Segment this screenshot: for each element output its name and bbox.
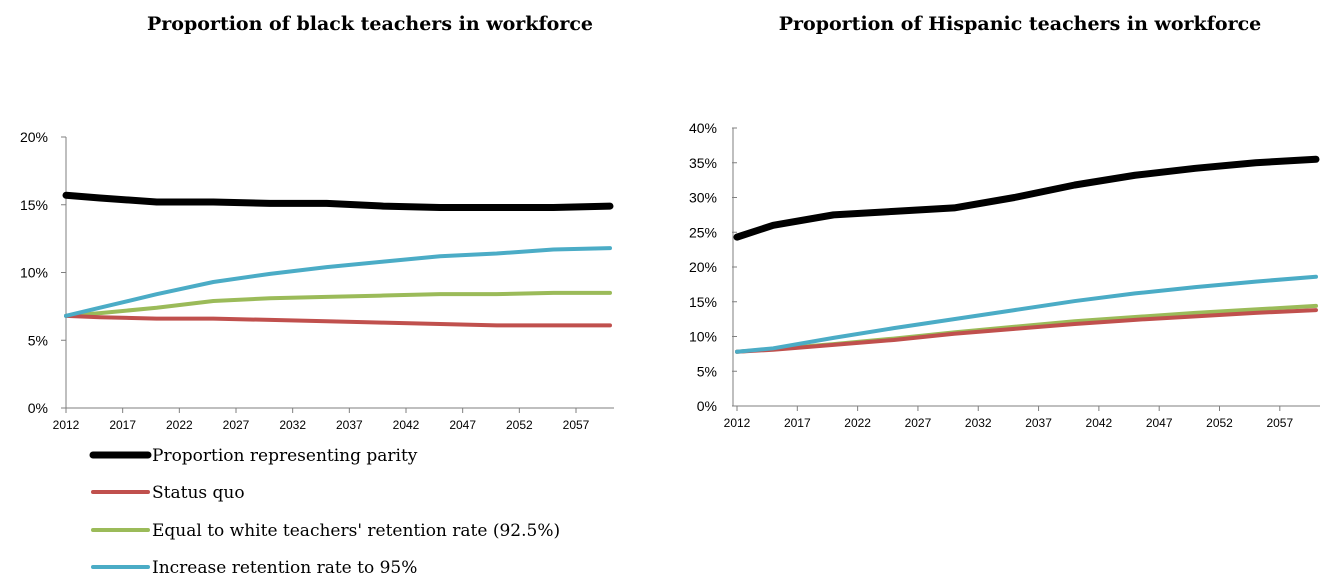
y-ticks-black: 0% 5% 10% 15% 20% <box>20 129 66 416</box>
y-tick-label: 10% <box>689 329 717 345</box>
series-line-1 <box>735 308 1318 354</box>
y-tick-label: 15% <box>689 294 717 310</box>
y-tick-label: 30% <box>689 190 717 206</box>
y-tick-label: 0% <box>28 400 48 416</box>
y-tick-label: 35% <box>689 155 717 171</box>
x-ticks-black: 2012 2017 2022 2027 2032 2037 2042 2047 2052 2057 <box>53 408 590 432</box>
x-tick-label: 2057 <box>1266 416 1293 430</box>
y-tick-label: 25% <box>689 224 717 240</box>
x-tick-label: 2032 <box>965 416 992 430</box>
y-tick-label: 10% <box>20 265 48 281</box>
y-tick-label: 5% <box>697 363 717 379</box>
series-line-0 <box>62 191 614 211</box>
legend-label: Increase retention rate to 95% <box>152 558 417 578</box>
x-tick-label: 2022 <box>166 418 193 432</box>
x-tick-label: 2057 <box>563 418 590 432</box>
y-tick-label: 20% <box>689 259 717 275</box>
chart-hispanic-teachers: Proportion of Hispanic teachers in workf… <box>689 13 1320 430</box>
y-tick-label: 20% <box>20 129 48 145</box>
x-tick-label: 2042 <box>393 418 420 432</box>
x-tick-label: 2037 <box>336 418 363 432</box>
series-line-3 <box>64 246 612 318</box>
x-tick-label: 2052 <box>1206 416 1233 430</box>
chart-black-teachers: Proportion of black teachers in workforc… <box>20 13 614 432</box>
y-ticks-hispanic: 0% 5% 10% 15% 20% 25% 30% 35% 40% <box>689 120 737 414</box>
series-hispanic <box>733 155 1320 354</box>
x-tick-label: 2042 <box>1086 416 1113 430</box>
legend-label: Equal to white teachers' retention rate … <box>152 521 560 541</box>
x-tick-label: 2022 <box>844 416 871 430</box>
x-tick-label: 2027 <box>905 416 932 430</box>
legend-label: Status quo <box>152 483 245 503</box>
x-tick-label: 2032 <box>279 418 306 432</box>
x-tick-label: 2012 <box>53 418 80 432</box>
x-tick-label: 2027 <box>223 418 250 432</box>
x-tick-label: 2012 <box>724 416 751 430</box>
series-black <box>62 191 614 328</box>
x-tick-label: 2017 <box>784 416 811 430</box>
y-tick-label: 5% <box>28 332 48 348</box>
x-tick-label: 2047 <box>1146 416 1173 430</box>
x-ticks-hispanic: 2012 2017 2022 2027 2032 2037 2042 2047 2052 2057 <box>724 406 1293 430</box>
x-tick-label: 2017 <box>109 418 136 432</box>
legend-label: Proportion representing parity <box>152 446 418 466</box>
series-line-1 <box>64 313 612 328</box>
y-tick-label: 40% <box>689 120 717 136</box>
chart-title-black: Proportion of black teachers in workforc… <box>147 13 593 35</box>
y-tick-label: 0% <box>697 398 717 414</box>
x-tick-label: 2052 <box>506 418 533 432</box>
y-tick-label: 15% <box>20 197 48 213</box>
series-line-0 <box>733 155 1320 241</box>
series-line-2 <box>64 290 612 318</box>
x-tick-label: 2047 <box>449 418 476 432</box>
chart-title-hispanic: Proportion of Hispanic teachers in workf… <box>779 13 1262 35</box>
x-tick-label: 2037 <box>1025 416 1052 430</box>
legend: Proportion representing parity Status quo… <box>89 446 560 578</box>
series-line-3 <box>735 274 1318 354</box>
